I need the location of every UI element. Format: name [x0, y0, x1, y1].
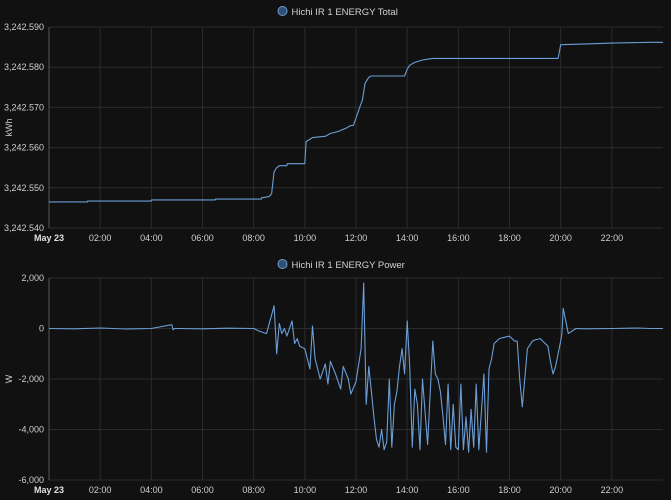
legend-swatch	[277, 259, 288, 269]
chart-1: 3,242.540 3,242.550 3,242.560 3,242.570 3,24…	[4, 6, 663, 243]
y-tick-label: -6,000	[18, 475, 44, 485]
y-axis-title: W	[4, 374, 14, 383]
x-tick-label: 18:00	[498, 233, 521, 243]
y-tick-label: 3,242.550	[4, 183, 44, 193]
y-tick-label: 3,242.560	[4, 143, 44, 153]
legend-swatch	[277, 6, 288, 16]
x-tick-label: 16:00	[447, 233, 470, 243]
x-tick-label: 02:00	[89, 233, 112, 243]
x-tick-label: 14:00	[396, 485, 419, 495]
legend: Hichi IR 1 ENERGY Total	[277, 6, 398, 18]
y-tick-label: 2,000	[21, 273, 44, 283]
x-tick-label: 06:00	[191, 485, 214, 495]
x-date-label: May 23	[34, 485, 64, 495]
y-tick-label: 3,242.590	[4, 22, 44, 32]
legend-label: Hichi IR 1 ENERGY Power	[292, 260, 405, 271]
x-tick-label: 04:00	[140, 233, 163, 243]
y-tick-label: -2,000	[18, 374, 44, 384]
series-line	[48, 282, 663, 453]
legend: Hichi IR 1 ENERGY Power	[277, 259, 405, 271]
x-tick-label: 14:00	[396, 233, 419, 243]
y-tick-label: 3,242.580	[4, 62, 44, 72]
x-tick-label: 04:00	[140, 485, 163, 495]
x-tick-label: 18:00	[498, 485, 521, 495]
x-tick-label: 20:00	[549, 485, 572, 495]
y-tick-label: -4,000	[18, 425, 44, 435]
x-tick-label: 08:00	[242, 485, 265, 495]
x-tick-label: 08:00	[242, 233, 265, 243]
y-tick-label: 3,242.540	[4, 223, 44, 233]
x-tick-label: 20:00	[549, 233, 572, 243]
x-tick-label: 10:00	[294, 485, 317, 495]
series-line	[49, 41, 663, 203]
y-tick-label: 0	[39, 324, 44, 334]
chart-2: 2,000 0 -2,000 -4,000 -6,000 02:00 04:00 06:00 0…	[4, 259, 663, 495]
legend-label: Hichi IR 1 ENERGY Total	[292, 7, 398, 18]
x-tick-label: 22:00	[601, 485, 624, 495]
y-tick-label: 3,242.570	[4, 102, 44, 112]
x-date-label: May 23	[34, 233, 64, 243]
x-tick-label: 02:00	[89, 485, 112, 495]
x-tick-label: 22:00	[601, 233, 624, 243]
x-tick-label: 16:00	[447, 485, 470, 495]
x-tick-label: 12:00	[345, 233, 368, 243]
x-tick-label: 12:00	[345, 485, 368, 495]
x-tick-label: 10:00	[294, 233, 317, 243]
y-axis-title: kWh	[4, 119, 14, 137]
x-tick-label: 06:00	[191, 233, 214, 243]
